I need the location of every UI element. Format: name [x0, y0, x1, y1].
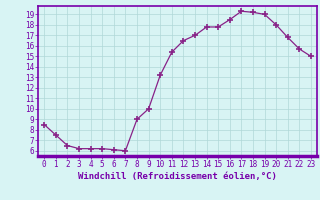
X-axis label: Windchill (Refroidissement éolien,°C): Windchill (Refroidissement éolien,°C) [78, 172, 277, 181]
